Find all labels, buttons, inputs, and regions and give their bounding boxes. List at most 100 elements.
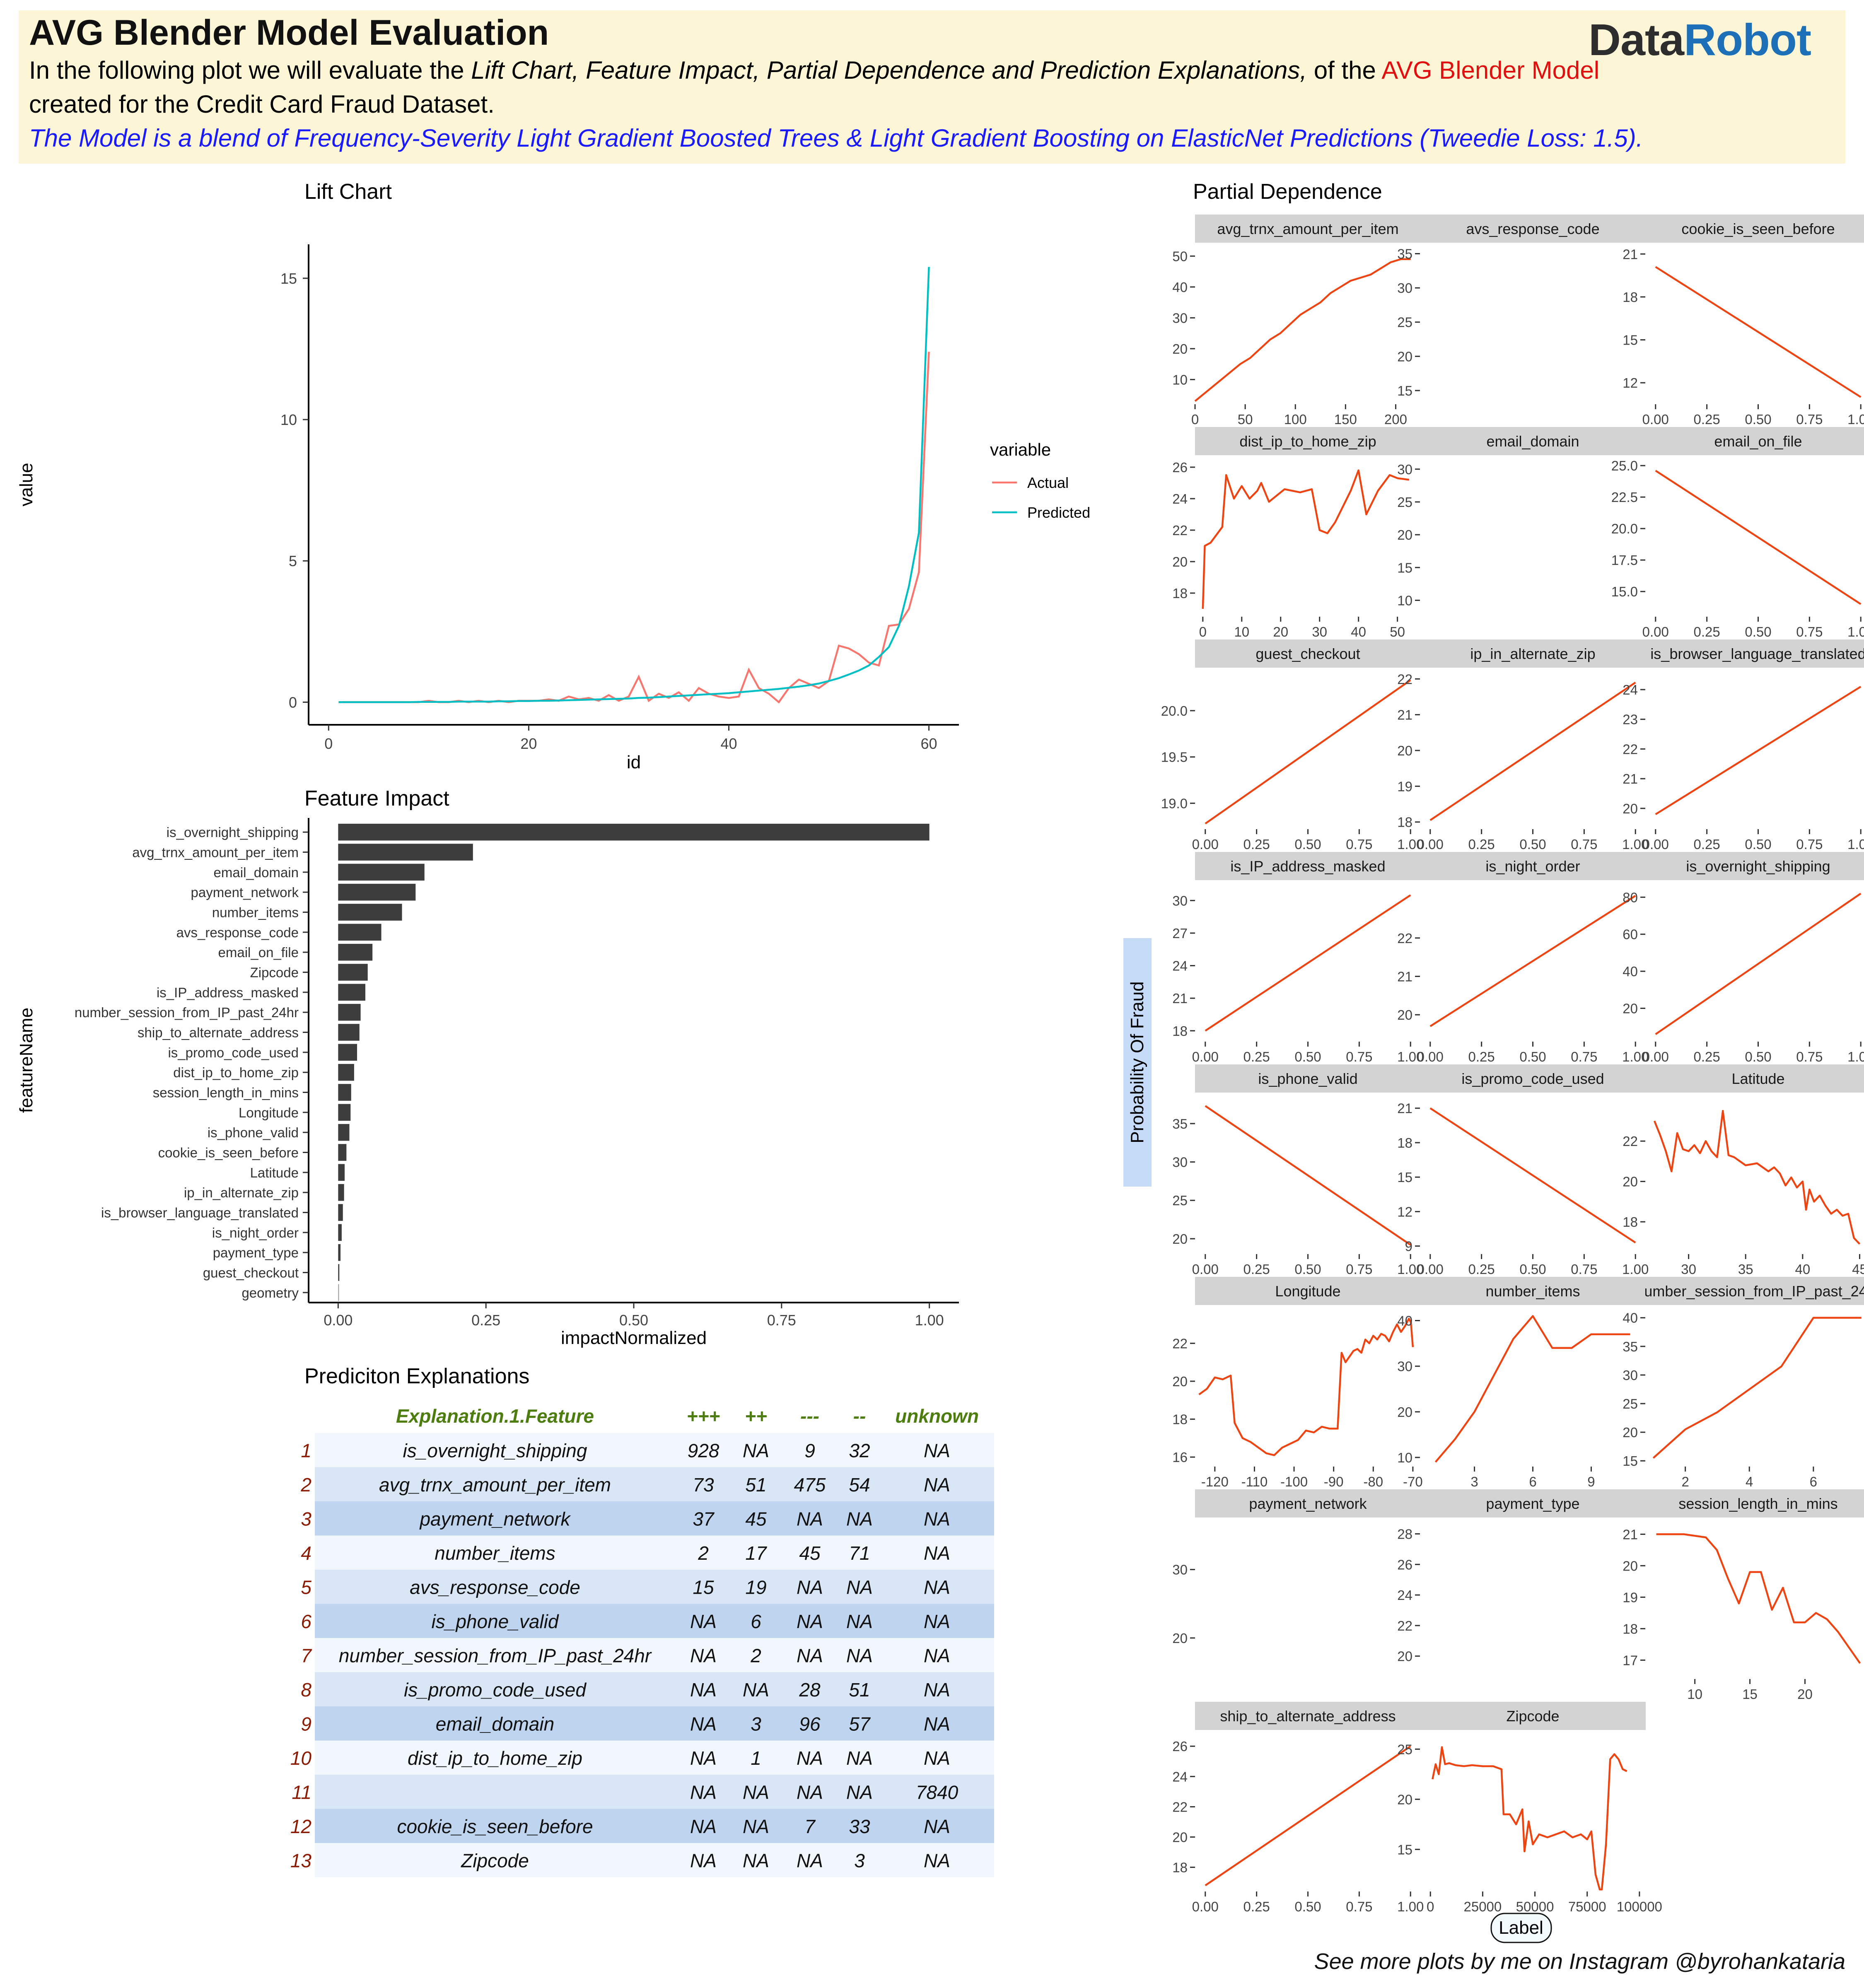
table-cell: 1	[751, 1747, 761, 1769]
table-cell: NA	[690, 1679, 717, 1701]
pd-x-tick-label: 50	[1390, 624, 1405, 639]
table-cell: 9	[804, 1440, 815, 1461]
table-row	[315, 1809, 994, 1843]
pd-x-tick-label: 10	[1687, 1686, 1702, 1702]
pd-x-tick-label: 0.50	[1294, 1899, 1321, 1914]
table-cell: 3	[751, 1713, 761, 1735]
pd-x-tick-label: 1.00	[1397, 837, 1424, 852]
pd-x-tick-label: 0.75	[1571, 1049, 1597, 1064]
lift-x-axis-label: id	[627, 752, 641, 772]
pd-y-tick-label: 18	[1397, 815, 1412, 830]
impact-bar	[338, 1044, 357, 1061]
table-cell: 32	[849, 1440, 870, 1461]
impact-x-tick-label: 0.50	[619, 1312, 648, 1329]
pd-panel-email-domain: email_domain 10 15 20 25 30	[1397, 427, 1646, 608]
pd-y-tick-label: 20	[1172, 1829, 1188, 1845]
pd-y-tick-label: 20	[1397, 1404, 1412, 1420]
pd-panel-dist-ip-to-home-zip: dist_ip_to_home_zip 18 20 22 24 26 0 10 20 30 40 50	[1172, 427, 1421, 639]
impact-feature-label: number_session_from_IP_past_24hr	[75, 1005, 299, 1020]
logo-text-data: Data	[1589, 14, 1684, 65]
pd-y-tick-label: 26	[1397, 1557, 1412, 1572]
pd-y-tick-label: 15	[1397, 1170, 1412, 1185]
table-cell: NA	[924, 1816, 950, 1837]
table-cell: NA	[924, 1611, 950, 1632]
impact-feature-label: dist_ip_to_home_zip	[173, 1065, 299, 1080]
pd-y-axis-label-box	[1123, 938, 1152, 1187]
impact-feature-label: email_on_file	[218, 945, 299, 960]
pd-line	[1198, 1317, 1414, 1456]
table-cell: NA	[743, 1816, 769, 1837]
pd-y-tick-label: 24	[1397, 1588, 1412, 1603]
impact-bar	[338, 1264, 340, 1281]
pd-x-tick-label: 75000	[1568, 1899, 1606, 1914]
pd-y-tick-label: 19	[1397, 779, 1412, 794]
pd-x-tick-label: 0.00	[1192, 837, 1219, 852]
pd-x-tick-label: -120	[1201, 1474, 1229, 1489]
table-cell: NA	[846, 1747, 873, 1769]
impact-feature-label: ip_in_alternate_zip	[184, 1185, 299, 1200]
pd-y-tick-label: 17.5	[1611, 552, 1638, 568]
table-cell: 3	[854, 1850, 865, 1871]
header-banner: AVG Blender Model Evaluation In the foll…	[19, 10, 1845, 164]
table-cell: NA	[924, 1508, 950, 1530]
table-cell: NA	[846, 1645, 873, 1666]
pd-x-tick-label: 50	[1238, 412, 1253, 427]
table-cell: NA	[797, 1850, 823, 1871]
impact-feature-label: geometry	[241, 1285, 299, 1300]
table-cell: avg_trnx_amount_per_item	[379, 1474, 611, 1496]
pd-y-tick-label: 20	[1397, 1792, 1412, 1807]
pd-x-axis-label-box	[1490, 1913, 1552, 1943]
pd-panel-is-overnight-shipping: is_overnight_shipping 20 40 60 80 0.00 0.25 0.5…	[1623, 852, 1864, 1064]
pd-x-tick-label: 0.00	[1417, 1049, 1444, 1064]
pd-y-tick-label: 15	[1623, 1453, 1638, 1469]
pd-panel-number-session-from-ip-past-24hr: number_session_from_IP_past_24hr 15 20 25 30…	[1623, 1277, 1864, 1489]
table-cell: NA	[797, 1747, 823, 1769]
pd-y-tick-label: 30	[1397, 280, 1412, 296]
pd-panel-ip-in-alternate-zip: ip_in_alternate_zip 18 19 20 21 22 0.00 0.25 0.5…	[1397, 639, 1649, 852]
pd-line	[1656, 1533, 1861, 1664]
pd-x-tick-label: 0.50	[1519, 1049, 1546, 1064]
impact-bar	[338, 823, 930, 841]
table-cell: 57	[849, 1713, 871, 1735]
pd-panel-strip	[1195, 427, 1421, 455]
pd-x-tick-label: 0.00	[1642, 837, 1669, 852]
pd-y-tick-label: 18	[1172, 1412, 1188, 1427]
pd-panel-zipcode: Zipcode 15 20 25 0 25000 50000 75000 100000	[1397, 1702, 1662, 1914]
impact-feature-label: payment_type	[213, 1245, 299, 1260]
table-cell: 19	[745, 1576, 766, 1598]
table-cell: number_session_from_IP_past_24hr	[339, 1645, 652, 1666]
table-cell: 73	[693, 1474, 714, 1496]
table-cell: avs_response_code	[410, 1576, 580, 1598]
pd-x-tick-label: 0.25	[1243, 1049, 1270, 1064]
impact-bar	[338, 883, 416, 901]
pd-y-tick-label: 22	[1397, 931, 1412, 946]
pd-line	[1202, 469, 1410, 609]
pd-panel-strip-label: is_phone_valid	[1258, 1070, 1357, 1087]
pd-y-tick-label: 18	[1172, 1023, 1188, 1039]
table-row	[315, 1638, 994, 1672]
pd-panel-strip-label: is_overnight_shipping	[1686, 858, 1830, 875]
pd-x-tick-label: 1.00	[1397, 1899, 1424, 1914]
pd-y-tick-label: 15	[1397, 383, 1412, 398]
pd-panel-strip	[1420, 427, 1646, 455]
pd-y-tick-label: 80	[1623, 890, 1638, 905]
pd-y-tick-label: 12	[1623, 375, 1638, 391]
pd-y-tick-label: 20	[1172, 1631, 1188, 1646]
impact-bar	[338, 1024, 360, 1041]
pd-y-tick-label: 40	[1623, 1310, 1638, 1326]
impact-x-tick-label: 0.00	[324, 1312, 353, 1329]
pd-x-tick-label: 0.75	[1796, 837, 1823, 852]
pd-panel-is-phone-valid: is_phone_valid 20 25 30 35 0.00 0.25 0.50 0.75 1.…	[1172, 1064, 1424, 1277]
table-header-cell: ---	[800, 1405, 819, 1427]
pd-panel-strip	[1195, 852, 1421, 880]
pd-y-tick-label: 21	[1623, 1527, 1638, 1542]
pd-line	[1194, 258, 1411, 402]
pd-x-tick-label: 4	[1746, 1474, 1753, 1489]
pd-x-tick-label: 0.25	[1694, 412, 1720, 427]
table-cell: 96	[799, 1713, 821, 1735]
table-row-number: 4	[301, 1542, 311, 1564]
table-cell: NA	[924, 1713, 950, 1735]
pd-panel-strip-label: cookie_is_seen_before	[1681, 220, 1835, 237]
pd-panel-strip	[1645, 639, 1864, 668]
pd-y-tick-label: 25	[1397, 1742, 1412, 1757]
